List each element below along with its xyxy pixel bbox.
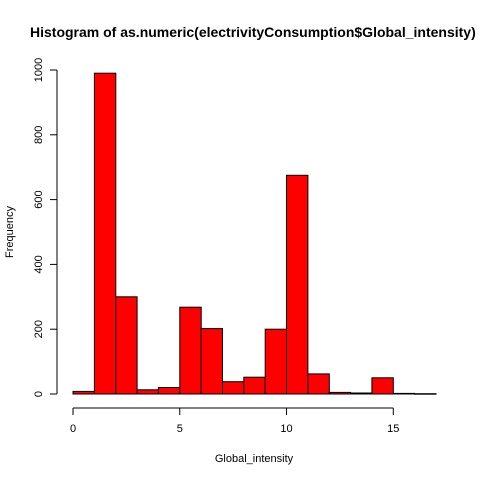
histogram-bar — [286, 174, 309, 395]
histogram-bar — [93, 72, 117, 395]
x-tick-label: 15 — [387, 423, 399, 435]
y-tick-label: 400 — [33, 255, 45, 273]
histogram-bar — [307, 373, 330, 395]
histogram-bars — [72, 72, 437, 395]
x-axis-label: Global_intensity — [215, 453, 294, 465]
x-tick-label: 5 — [177, 423, 183, 435]
histogram-bar — [371, 377, 394, 395]
histogram-bar — [222, 381, 245, 395]
y-tick-label: 0 — [33, 391, 45, 397]
histogram-bar — [264, 328, 288, 395]
y-axis-label: Frequency — [4, 206, 16, 258]
histogram-bar — [200, 328, 224, 395]
x-tick-label: 0 — [70, 423, 76, 435]
y-tick-label: 600 — [33, 190, 45, 208]
histogram-bar — [115, 296, 138, 395]
histogram-bar — [328, 391, 352, 395]
x-axis: 0 5 10 15 — [70, 407, 399, 435]
histogram-bar — [72, 390, 95, 395]
histogram-bar — [392, 392, 416, 395]
histogram-bar — [243, 376, 266, 395]
y-axis: 0 200 400 600 800 1000 — [33, 58, 58, 397]
chart-title: Histogram of as.numeric(electrivityConsu… — [30, 24, 476, 40]
y-tick-label: 800 — [33, 126, 45, 144]
x-tick-label: 10 — [280, 423, 292, 435]
y-tick-label: 1000 — [33, 58, 45, 82]
y-tick-label: 200 — [33, 320, 45, 338]
histogram-bar — [136, 389, 160, 395]
histogram-bar — [350, 392, 373, 395]
histogram-bar — [179, 306, 202, 395]
histogram-bar — [414, 393, 437, 395]
histogram-bar — [157, 387, 181, 395]
